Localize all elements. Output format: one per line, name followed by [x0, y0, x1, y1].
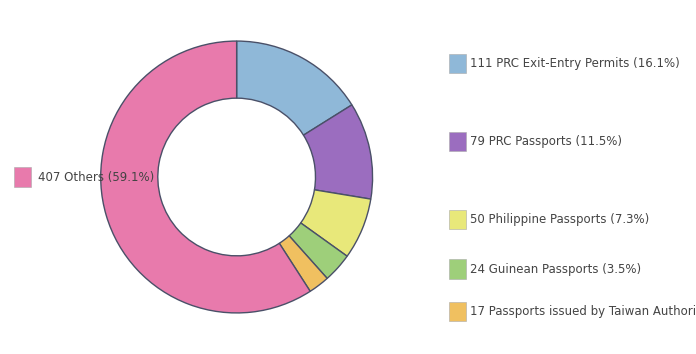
Wedge shape — [303, 105, 372, 199]
Text: 79 PRC Passports (11.5%): 79 PRC Passports (11.5%) — [470, 135, 622, 148]
Text: 111 PRC Exit-Entry Permits (16.1%): 111 PRC Exit-Entry Permits (16.1%) — [470, 57, 679, 70]
Wedge shape — [279, 236, 327, 291]
Text: 24 Guinean Passports (3.5%): 24 Guinean Passports (3.5%) — [470, 263, 641, 275]
Wedge shape — [289, 223, 347, 278]
Text: 50 Philippine Passports (7.3%): 50 Philippine Passports (7.3%) — [470, 213, 649, 226]
Text: 407 Others (59.1%): 407 Others (59.1%) — [38, 171, 155, 183]
Text: 17 Passports issued by Taiwan Authorities (2.5%): 17 Passports issued by Taiwan Authoritie… — [470, 305, 696, 318]
Wedge shape — [301, 190, 371, 256]
Wedge shape — [237, 41, 352, 135]
Wedge shape — [101, 41, 310, 313]
